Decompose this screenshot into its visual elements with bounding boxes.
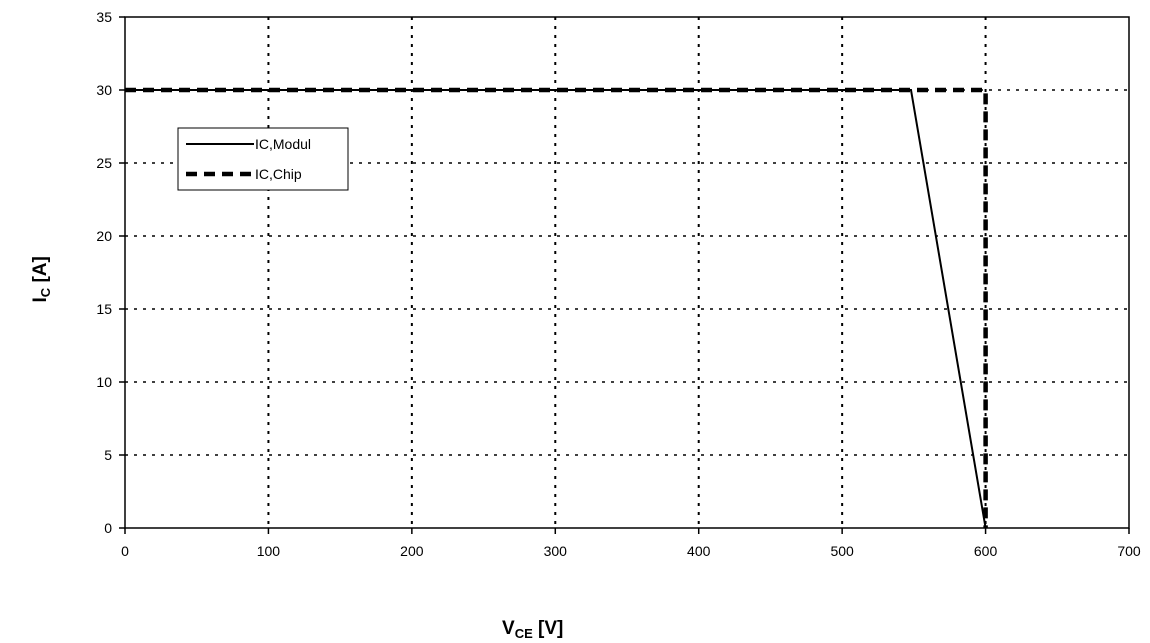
y-axis-title-sub: C xyxy=(38,287,53,297)
series-line-chip xyxy=(125,87,988,528)
legend-label-modul: IC,Modul xyxy=(255,136,311,152)
plot-frame xyxy=(124,16,1130,529)
y-axis-title-main: I xyxy=(30,297,51,302)
y-tick-label: 10 xyxy=(96,374,112,390)
x-tick-label: 200 xyxy=(400,543,424,559)
x-tick-label: 400 xyxy=(687,543,711,559)
y-tick-label: 15 xyxy=(96,301,112,317)
x-tick-label: 600 xyxy=(974,543,998,559)
y-tick-label: 25 xyxy=(96,155,112,171)
axis-ticks xyxy=(119,16,1130,534)
y-tick-label: 5 xyxy=(104,447,112,463)
x-axis-title-unit: [V] xyxy=(533,618,564,639)
x-axis-title: VCE [V] xyxy=(502,618,563,641)
series-layer xyxy=(125,87,988,529)
y-tick-label: 20 xyxy=(96,228,112,244)
x-tick-label: 100 xyxy=(257,543,281,559)
legend-box xyxy=(177,127,349,191)
x-axis-title-sub: CE xyxy=(515,626,533,641)
x-tick-label: 0 xyxy=(121,543,129,559)
y-axis-title-unit: [A] xyxy=(30,256,51,288)
x-axis-title-main: V xyxy=(502,618,515,639)
y-axis-title: IC [A] xyxy=(30,256,53,302)
legend: IC,Modul IC,Chip xyxy=(177,127,349,191)
x-tick-label: 300 xyxy=(544,543,568,559)
y-tick-label: 0 xyxy=(104,520,112,536)
tick-labels: 0 100 200 300 400 500 600 700 0 5 10 15 20 25 30 35 xyxy=(96,9,1140,559)
x-tick-label: 500 xyxy=(830,543,854,559)
legend-label-chip: IC,Chip xyxy=(255,166,302,182)
x-tick-label: 700 xyxy=(1117,543,1141,559)
y-tick-label: 30 xyxy=(96,82,112,98)
y-tick-label: 35 xyxy=(96,9,112,25)
